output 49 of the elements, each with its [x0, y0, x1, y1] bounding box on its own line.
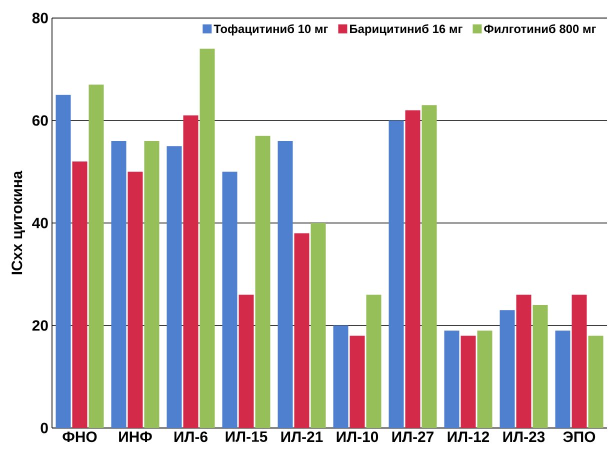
- y-tick-label: 0: [40, 422, 48, 434]
- bar: [460, 336, 476, 428]
- bar: [222, 172, 238, 428]
- x-tick-label: ФНО: [62, 432, 97, 442]
- bar: [144, 140, 160, 428]
- x-tick-label: ИЛ-23: [503, 432, 545, 442]
- bar: [388, 120, 404, 428]
- bar: [278, 140, 293, 428]
- x-tick-label: ИЛ-27: [392, 432, 434, 442]
- y-tick-label: 60: [32, 115, 48, 126]
- bar: [166, 146, 182, 428]
- bar: [238, 294, 254, 428]
- bar: [88, 84, 104, 428]
- y-tick-label: 40: [32, 218, 48, 228]
- x-tick-label: ИНФ: [119, 432, 152, 442]
- bar: [56, 94, 71, 428]
- bar: [366, 294, 382, 428]
- bar: [310, 222, 326, 428]
- bar: [200, 48, 215, 428]
- bar: [500, 310, 515, 428]
- x-tick-label: ИЛ-6: [174, 432, 208, 442]
- bar: [572, 294, 587, 428]
- bar: [255, 136, 270, 428]
- bar: [588, 336, 604, 428]
- bar: [405, 110, 420, 428]
- legend-label: Барицитиниб 16 мг: [350, 24, 462, 36]
- bar: [128, 172, 143, 428]
- bar: [555, 330, 570, 428]
- bar: [294, 233, 310, 428]
- bar: [333, 326, 348, 428]
- x-tick-label: ЭПО: [563, 432, 596, 442]
- x-tick-label: ИЛ-12: [448, 432, 490, 442]
- y-tick-label: 80: [32, 12, 48, 24]
- bar: [72, 161, 88, 428]
- bar: [183, 115, 198, 428]
- bar: [350, 336, 365, 428]
- y-tick-label: 20: [32, 320, 48, 331]
- y-axis-title: ICxx цитокина: [12, 170, 26, 274]
- bar: [477, 330, 492, 428]
- bar: [516, 294, 532, 428]
- x-tick-label: ИЛ-10: [336, 432, 378, 442]
- x-tick-label: ИЛ-21: [281, 432, 323, 442]
- bar: [111, 140, 126, 428]
- bar: [422, 105, 437, 428]
- bar: [532, 304, 548, 428]
- bar: [444, 330, 460, 428]
- x-tick-label: ИЛ-15: [226, 432, 268, 442]
- legend-label: Тофацитиниб 10 мг: [214, 24, 328, 36]
- legend-label: Филготиниб 800 мг: [484, 24, 596, 34]
